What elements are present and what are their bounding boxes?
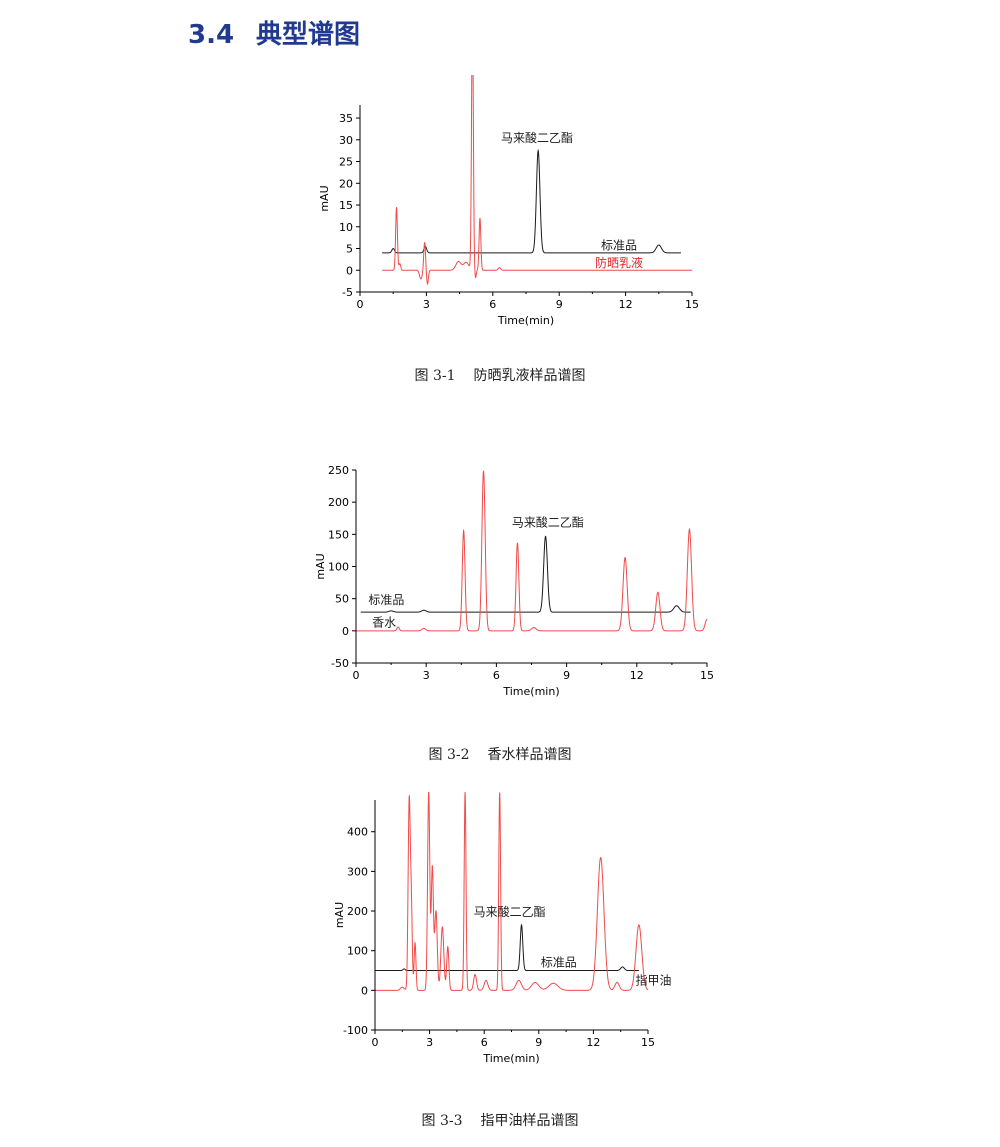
y-tick-label: -5 xyxy=(342,286,353,299)
series-line-1 xyxy=(382,75,692,286)
y-tick-label: 300 xyxy=(347,865,368,878)
y-tick-label: 35 xyxy=(339,112,353,125)
chart-perfume: 0 3 6 9 12 15 -50 0 50 100 150 200 250 Time(min) mAU 马来… xyxy=(314,464,714,698)
series-line-0 xyxy=(375,923,639,972)
annotation-label: 香水 xyxy=(372,615,396,629)
y-axis-title: mAU xyxy=(333,902,346,928)
y-tick-label: 15 xyxy=(339,199,353,212)
x-tick-label: 12 xyxy=(586,1036,600,1049)
x-tick-label: 9 xyxy=(563,669,570,682)
series-line-0 xyxy=(382,148,681,254)
x-tick-label: 6 xyxy=(481,1036,488,1049)
y-tick-label: 10 xyxy=(339,221,353,234)
y-tick-label: 0 xyxy=(346,264,353,277)
y-tick-label: 0 xyxy=(342,625,349,638)
caption-label: 图 3-1 xyxy=(414,368,456,384)
x-tick-label: 15 xyxy=(685,298,699,311)
x-tick-label: 0 xyxy=(353,669,360,682)
x-axis-title: Time(min) xyxy=(502,685,559,698)
caption-nail-polish: 图 3-3 指甲油样品谱图 xyxy=(0,1110,1000,1130)
annotation-label: 标准品 xyxy=(368,593,404,607)
y-axis-title: mAU xyxy=(318,185,331,211)
chart-nail-polish: 0 3 6 9 12 15 -100 0 100 200 300 400 Time(min) mAU 马来酸… xyxy=(333,791,671,1065)
series-line-1 xyxy=(375,791,649,991)
x-tick-label: 6 xyxy=(489,298,496,311)
x-tick-label: 3 xyxy=(423,669,430,682)
y-tick-label: 250 xyxy=(328,464,349,477)
annotation-label: 马来酸二乙酯 xyxy=(512,515,584,530)
y-tick-label: 100 xyxy=(328,561,349,574)
series-line-0 xyxy=(360,535,691,613)
caption-label: 图 3-3 xyxy=(421,1113,463,1129)
x-tick-label: 12 xyxy=(630,669,644,682)
x-tick-label: 3 xyxy=(423,298,430,311)
y-tick-label: 50 xyxy=(335,593,349,606)
annotation-label: 马来酸二乙酯 xyxy=(501,130,573,145)
series-line-1 xyxy=(356,470,708,632)
y-tick-label: 0 xyxy=(361,984,368,997)
chart-sunscreen: 0 3 6 9 12 15 -5 0 5 10 15 20 25 30 35 Time(min) mAU 马来酸二… xyxy=(318,75,699,327)
x-tick-label: 12 xyxy=(619,298,633,311)
annotation-label: 防晒乳液 xyxy=(595,255,643,270)
annotation-label: 指甲油 xyxy=(635,972,671,987)
x-tick-label: 9 xyxy=(556,298,563,311)
x-tick-label: 15 xyxy=(700,669,714,682)
x-tick-label: 6 xyxy=(493,669,500,682)
x-tick-label: 15 xyxy=(641,1036,655,1049)
caption-label: 图 3-2 xyxy=(428,747,470,763)
y-tick-label: 5 xyxy=(346,243,353,256)
section-number: 3.4 xyxy=(188,20,235,50)
y-tick-label: 30 xyxy=(339,134,353,147)
caption-text: 香水样品谱图 xyxy=(487,747,572,763)
annotation-label: 马来酸二乙酯 xyxy=(474,904,546,919)
caption-text: 指甲油样品谱图 xyxy=(480,1113,579,1129)
x-axis-title: Time(min) xyxy=(482,1052,539,1065)
y-tick-label: 150 xyxy=(328,528,349,541)
x-axis-title: Time(min) xyxy=(497,314,554,327)
annotation-label: 标准品 xyxy=(601,238,637,252)
y-tick-label: 200 xyxy=(347,905,368,918)
y-tick-label: -50 xyxy=(331,657,349,670)
section-title: 典型谱图 xyxy=(256,20,361,50)
caption-text: 防晒乳液样品谱图 xyxy=(473,368,586,384)
section-heading: 3.4 典型谱图 xyxy=(188,14,360,51)
x-tick-label: 9 xyxy=(535,1036,542,1049)
y-tick-label: 20 xyxy=(339,177,353,190)
y-tick-label: 200 xyxy=(328,496,349,509)
y-tick-label: 400 xyxy=(347,826,368,839)
caption-sunscreen: 图 3-1 防晒乳液样品谱图 xyxy=(0,365,1000,385)
x-tick-label: 0 xyxy=(372,1036,379,1049)
y-tick-label: 100 xyxy=(347,945,368,958)
y-axis-title: mAU xyxy=(314,553,327,579)
annotation-label: 标准品 xyxy=(541,956,577,970)
x-tick-label: 3 xyxy=(426,1036,433,1049)
caption-perfume: 图 3-2 香水样品谱图 xyxy=(0,744,1000,764)
y-tick-label: 25 xyxy=(339,156,353,169)
y-tick-label: -100 xyxy=(343,1024,368,1037)
x-tick-label: 0 xyxy=(357,298,364,311)
